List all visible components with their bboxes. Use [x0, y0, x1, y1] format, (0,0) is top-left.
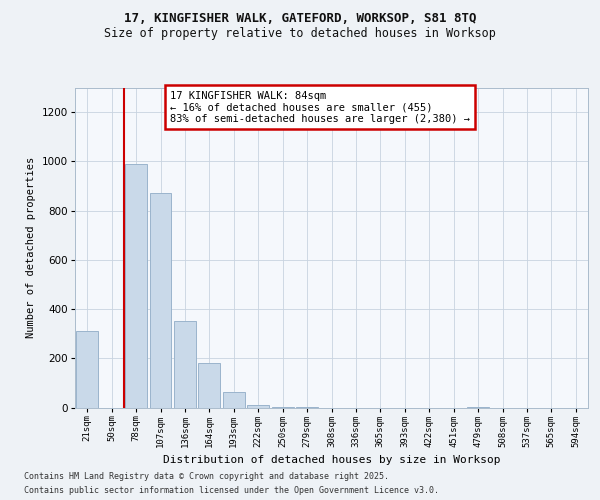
- Text: Contains HM Land Registry data © Crown copyright and database right 2025.: Contains HM Land Registry data © Crown c…: [24, 472, 389, 481]
- Text: 17 KINGFISHER WALK: 84sqm
← 16% of detached houses are smaller (455)
83% of semi: 17 KINGFISHER WALK: 84sqm ← 16% of detac…: [170, 90, 470, 124]
- Text: Size of property relative to detached houses in Worksop: Size of property relative to detached ho…: [104, 28, 496, 40]
- X-axis label: Distribution of detached houses by size in Worksop: Distribution of detached houses by size …: [163, 455, 500, 465]
- Bar: [199, 363, 220, 408]
- Y-axis label: Number of detached properties: Number of detached properties: [26, 157, 36, 338]
- Bar: [76, 331, 98, 407]
- Bar: [247, 405, 269, 407]
- Bar: [467, 407, 489, 408]
- Bar: [149, 194, 172, 408]
- Text: 17, KINGFISHER WALK, GATEFORD, WORKSOP, S81 8TQ: 17, KINGFISHER WALK, GATEFORD, WORKSOP, …: [124, 12, 476, 26]
- Bar: [174, 322, 196, 408]
- Text: Contains public sector information licensed under the Open Government Licence v3: Contains public sector information licen…: [24, 486, 439, 495]
- Bar: [223, 392, 245, 407]
- Bar: [125, 164, 147, 408]
